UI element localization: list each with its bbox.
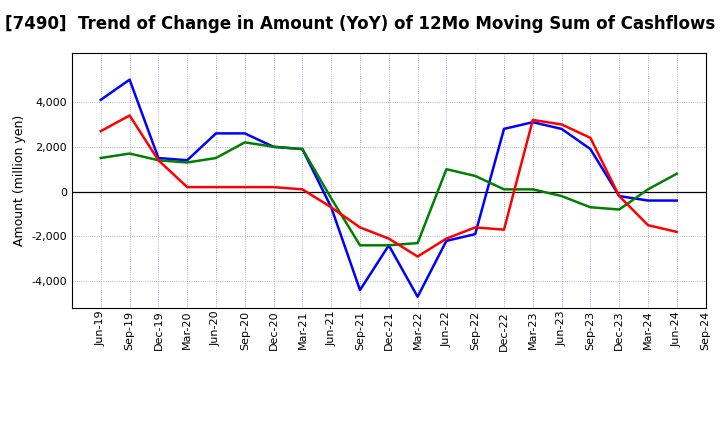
Investing Cashflow [586, 205, 595, 210]
Free Cashflow [183, 158, 192, 163]
Investing Cashflow [269, 144, 278, 150]
Y-axis label: Amount (million yen): Amount (million yen) [13, 115, 26, 246]
Operating Cashflow [500, 227, 508, 232]
Operating Cashflow [615, 194, 624, 199]
Investing Cashflow [356, 243, 364, 248]
Investing Cashflow [413, 240, 422, 246]
Operating Cashflow [125, 113, 134, 118]
Free Cashflow [240, 131, 249, 136]
Investing Cashflow [500, 187, 508, 192]
Investing Cashflow [471, 173, 480, 179]
Operating Cashflow [269, 184, 278, 190]
Free Cashflow [500, 126, 508, 132]
Investing Cashflow [212, 155, 220, 161]
Investing Cashflow [672, 171, 681, 176]
Free Cashflow [442, 238, 451, 243]
Operating Cashflow [413, 254, 422, 259]
Investing Cashflow [384, 243, 393, 248]
Line: Operating Cashflow: Operating Cashflow [101, 115, 677, 257]
Free Cashflow [557, 126, 566, 132]
Investing Cashflow [125, 151, 134, 156]
Operating Cashflow [154, 158, 163, 163]
Operating Cashflow [240, 184, 249, 190]
Investing Cashflow [154, 158, 163, 163]
Operating Cashflow [356, 225, 364, 230]
Free Cashflow [672, 198, 681, 203]
Free Cashflow [96, 97, 105, 103]
Free Cashflow [644, 198, 652, 203]
Free Cashflow [212, 131, 220, 136]
Investing Cashflow [528, 187, 537, 192]
Investing Cashflow [96, 155, 105, 161]
Free Cashflow [471, 231, 480, 237]
Investing Cashflow [327, 196, 336, 201]
Operating Cashflow [96, 128, 105, 134]
Operating Cashflow [327, 205, 336, 210]
Operating Cashflow [212, 184, 220, 190]
Line: Investing Cashflow: Investing Cashflow [101, 143, 677, 246]
Operating Cashflow [644, 223, 652, 228]
Operating Cashflow [298, 187, 307, 192]
Operating Cashflow [384, 236, 393, 241]
Operating Cashflow [528, 117, 537, 123]
Free Cashflow [269, 144, 278, 150]
Free Cashflow [528, 120, 537, 125]
Operating Cashflow [471, 225, 480, 230]
Operating Cashflow [442, 236, 451, 241]
Operating Cashflow [586, 135, 595, 140]
Free Cashflow [125, 77, 134, 82]
Operating Cashflow [183, 184, 192, 190]
Operating Cashflow [672, 229, 681, 235]
Free Cashflow [615, 194, 624, 199]
Investing Cashflow [442, 167, 451, 172]
Free Cashflow [298, 147, 307, 152]
Line: Free Cashflow: Free Cashflow [101, 80, 677, 297]
Free Cashflow [327, 205, 336, 210]
Free Cashflow [413, 294, 422, 300]
Free Cashflow [586, 147, 595, 152]
Investing Cashflow [240, 140, 249, 145]
Free Cashflow [154, 155, 163, 161]
Investing Cashflow [644, 187, 652, 192]
Free Cashflow [384, 243, 393, 248]
Investing Cashflow [183, 160, 192, 165]
Operating Cashflow [557, 122, 566, 127]
Free Cashflow [356, 287, 364, 293]
Investing Cashflow [615, 207, 624, 212]
Text: [7490]  Trend of Change in Amount (YoY) of 12Mo Moving Sum of Cashflows: [7490] Trend of Change in Amount (YoY) o… [5, 15, 715, 33]
Investing Cashflow [557, 194, 566, 199]
Investing Cashflow [298, 147, 307, 152]
